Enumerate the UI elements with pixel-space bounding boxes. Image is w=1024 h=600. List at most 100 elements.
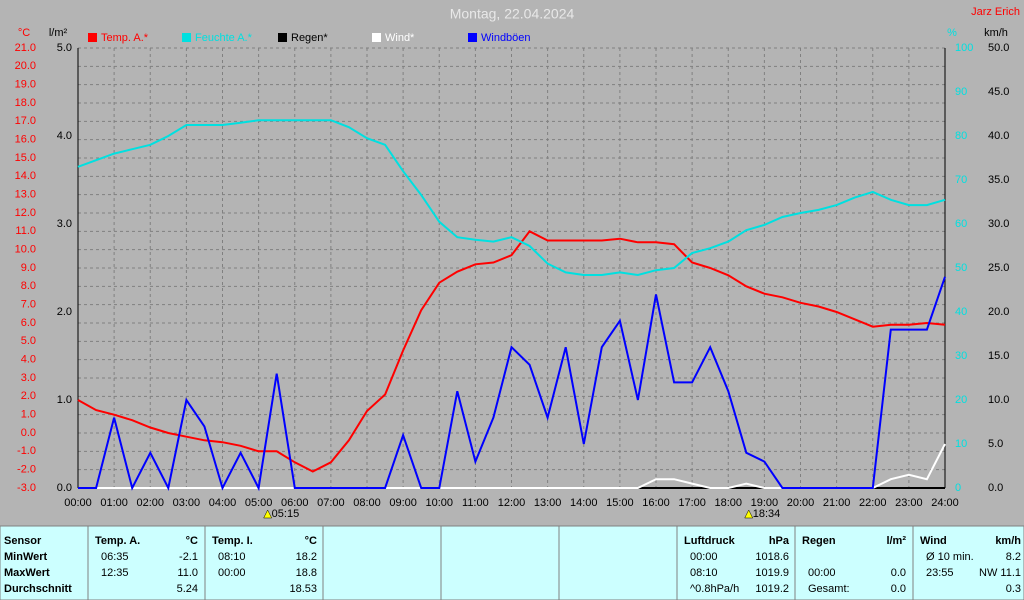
- table-cell: NW 11.1: [979, 567, 1021, 579]
- y3-tick-label: 30: [955, 350, 967, 362]
- x-tick-label: 01:00: [100, 497, 128, 509]
- table-cell: 0.3: [1006, 583, 1021, 595]
- y4-tick-label: 40.0: [988, 130, 1009, 142]
- y3-tick-label: 0: [955, 482, 961, 494]
- legend-label: Windböen: [481, 32, 531, 44]
- y3-unit: %: [947, 27, 957, 39]
- y2-tick-label: 0.0: [57, 482, 72, 494]
- table-cell: 08:10: [218, 551, 246, 563]
- table-cell: Sensor: [4, 535, 42, 547]
- legend-swatch: [182, 33, 191, 42]
- y3-tick-label: 90: [955, 86, 967, 98]
- series-line: [77, 230, 946, 473]
- table-cell: °C: [305, 535, 317, 547]
- y3-tick-label: 20: [955, 394, 967, 406]
- x-tick-label: 13:00: [534, 497, 562, 509]
- sun-marker: [744, 509, 754, 519]
- y-tick-label: 13.0: [15, 189, 36, 201]
- legend-label: Temp. A.*: [101, 32, 149, 44]
- y4-tick-label: 50.0: [988, 42, 1009, 54]
- table-cell: 23:55: [926, 567, 954, 579]
- sun-marker: [263, 509, 273, 519]
- y3-tick-label: 100: [955, 42, 973, 54]
- x-tick-label: 03:00: [173, 497, 201, 509]
- x-tick-label: 02:00: [136, 497, 164, 509]
- y4-tick-label: 25.0: [988, 262, 1009, 274]
- chart-title: Montag, 22.04.2024: [450, 6, 575, 22]
- table-cell: Temp. I.: [212, 535, 253, 547]
- y2-tick-label: 4.0: [57, 130, 72, 142]
- table-cell: Luftdruck: [684, 535, 736, 547]
- table-cell: 1019.2: [755, 583, 789, 595]
- y4-tick-label: 35.0: [988, 174, 1009, 186]
- x-tick-label: 06:00: [281, 497, 309, 509]
- y-tick-label: -3.0: [17, 482, 36, 494]
- y3-tick-label: 40: [955, 306, 967, 318]
- annotation-label: 18:34: [753, 508, 781, 520]
- table-cell: 00:00: [690, 551, 718, 563]
- table-cell: MaxWert: [4, 567, 50, 579]
- x-tick-label: 10:00: [425, 497, 453, 509]
- legend-label: Wind*: [385, 32, 415, 44]
- x-tick-label: 23:00: [895, 497, 923, 509]
- table-cell: 00:00: [218, 567, 246, 579]
- table-cell: 1019.9: [755, 567, 789, 579]
- x-tick-label: 14:00: [570, 497, 598, 509]
- y-tick-label: 19.0: [15, 79, 36, 91]
- y4-tick-label: 5.0: [988, 438, 1003, 450]
- x-tick-label: 04:00: [209, 497, 237, 509]
- table-cell: 12:35: [101, 567, 129, 579]
- table-cell: 11.0: [177, 567, 198, 579]
- y-tick-label: 8.0: [21, 280, 36, 292]
- x-tick-label: 11:00: [462, 497, 489, 509]
- y-tick-label: 7.0: [21, 299, 36, 311]
- y4-tick-label: 10.0: [988, 394, 1009, 406]
- table-cell: 18.8: [296, 567, 317, 579]
- table-cell: °C: [186, 535, 198, 547]
- y4-tick-label: 30.0: [988, 218, 1009, 230]
- y-tick-label: 16.0: [15, 134, 36, 146]
- series-line: [78, 276, 946, 492]
- y-tick-label: 6.0: [21, 317, 36, 329]
- y-unit: °C: [18, 27, 30, 39]
- table-cell: Durchschnitt: [4, 583, 72, 595]
- x-tick-label: 17:00: [678, 497, 706, 509]
- legend-swatch: [88, 33, 97, 42]
- y3-tick-label: 10: [955, 438, 967, 450]
- x-tick-label: 19:00: [751, 497, 779, 509]
- y-tick-label: 0.0: [21, 427, 36, 439]
- legend-swatch: [278, 33, 287, 42]
- table-cell: MinWert: [4, 551, 48, 563]
- table-cell: 0.0: [891, 583, 906, 595]
- x-tick-label: 09:00: [389, 497, 417, 509]
- table-cell: 00:00: [808, 567, 836, 579]
- y3-tick-label: 70: [955, 174, 967, 186]
- y2-tick-label: 1.0: [57, 394, 72, 406]
- series-line: [77, 119, 946, 277]
- table-cell: km/h: [995, 535, 1021, 547]
- y-tick-label: 21.0: [15, 42, 36, 54]
- table-cell: hPa: [769, 535, 790, 547]
- table-cell: Ø 10 min.: [926, 551, 974, 563]
- table-cell: Wind: [920, 535, 947, 547]
- y4-tick-label: 15.0: [988, 350, 1009, 362]
- y3-tick-label: 50: [955, 262, 967, 274]
- x-tick-label: 07:00: [317, 497, 345, 509]
- table-cell: ^0.8hPa/h: [690, 583, 739, 595]
- x-tick-label: 21:00: [823, 497, 851, 509]
- table-cell: 18.53: [289, 583, 317, 595]
- y-tick-label: 17.0: [15, 115, 36, 127]
- table-bg: [0, 525, 1024, 600]
- x-tick-label: 08:00: [353, 497, 381, 509]
- x-tick-label: 20:00: [787, 497, 815, 509]
- y4-unit: km/h: [984, 27, 1008, 39]
- table-cell: 06:35: [101, 551, 129, 563]
- y-tick-label: 4.0: [21, 354, 36, 366]
- y-tick-label: 18.0: [15, 97, 36, 109]
- author: Jarz Erich: [971, 6, 1020, 18]
- table-cell: Regen: [802, 535, 836, 547]
- y2-tick-label: 3.0: [57, 218, 72, 230]
- legend-swatch: [468, 33, 477, 42]
